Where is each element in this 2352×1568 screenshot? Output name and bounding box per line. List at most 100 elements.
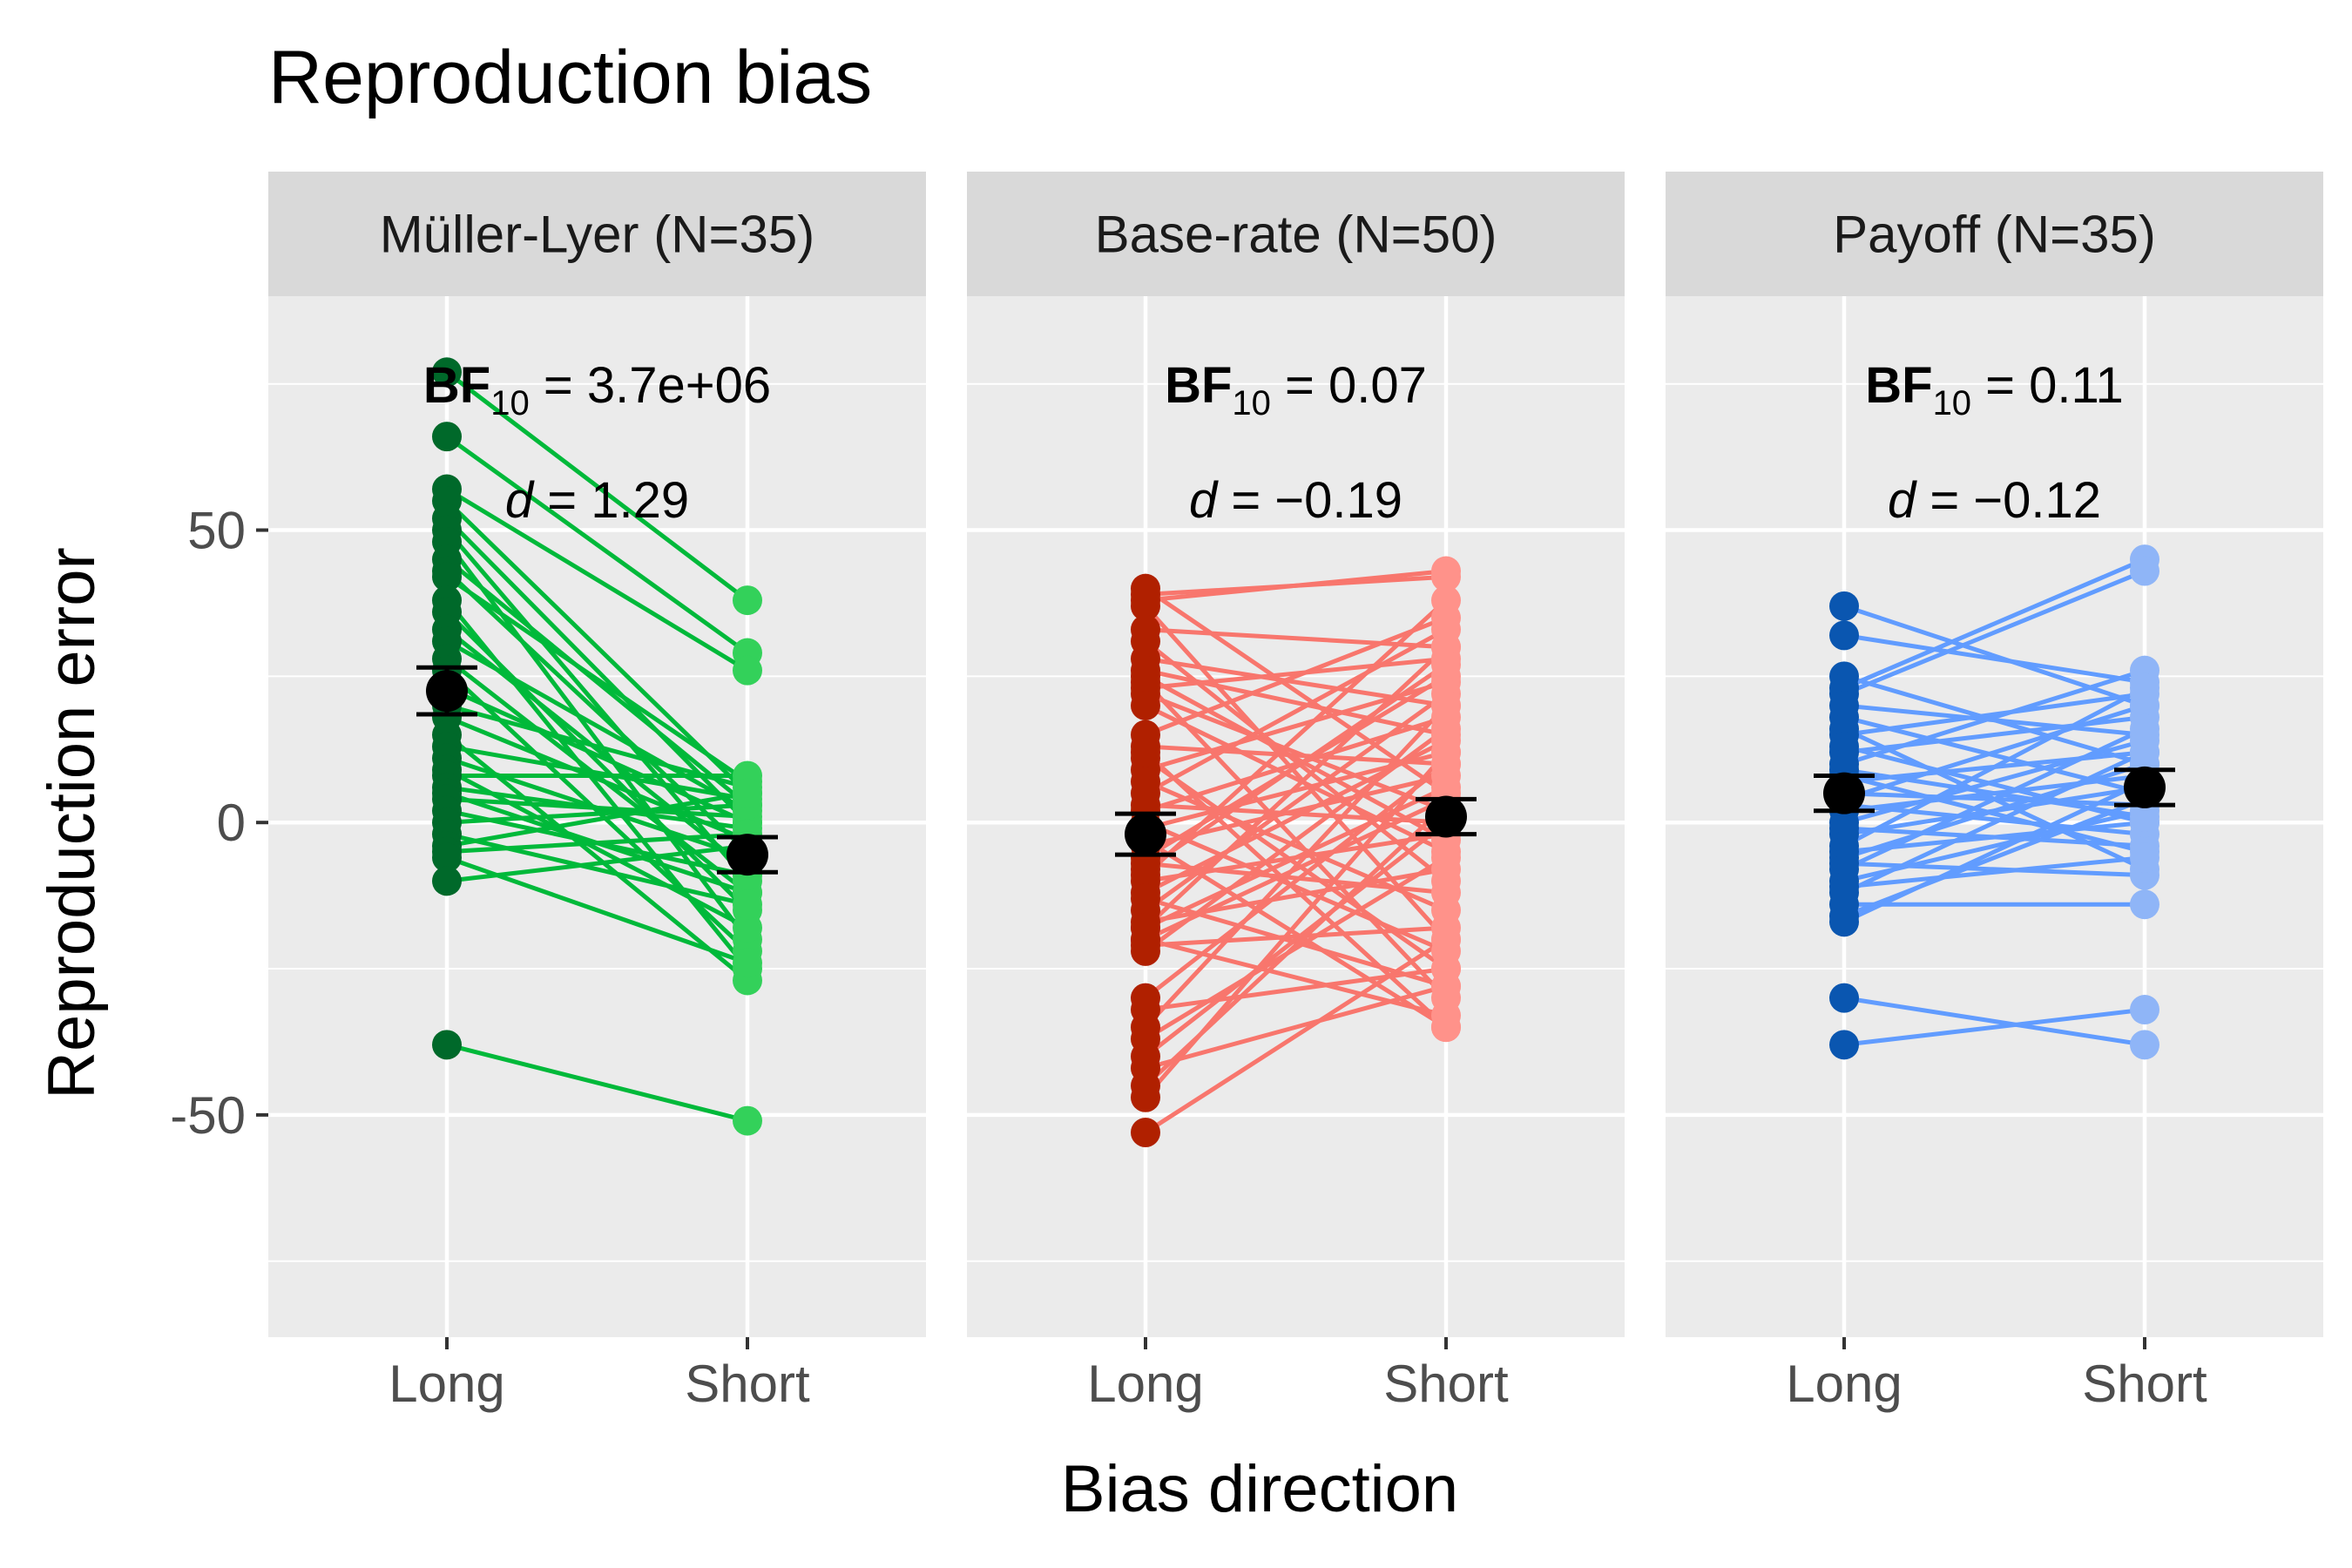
paired-line [445, 435, 749, 655]
short-point [2130, 737, 2159, 767]
long-mean-point [426, 670, 468, 713]
strip-background [1666, 172, 2323, 296]
short-point [1431, 562, 1461, 592]
long-point [1131, 579, 1160, 610]
paired-line [445, 610, 749, 912]
paired-line [446, 802, 748, 825]
effect-size-annotation: d = −0.12 [1888, 472, 2101, 529]
paired-line [445, 569, 749, 854]
short-point [1431, 713, 1461, 744]
paired-line [446, 832, 748, 855]
effect-size-label: d [1189, 472, 1219, 529]
long-point [1131, 661, 1160, 692]
x-tick-label: Short [2082, 1355, 2207, 1413]
long-point [1131, 1082, 1160, 1112]
paired-line [1145, 966, 1447, 1012]
long-point [432, 842, 462, 873]
effect-size-label: d [1888, 472, 1917, 529]
paired-line [1144, 751, 1448, 1099]
strip-label: Müller-Lyer (N=35) [380, 206, 815, 264]
paired-line [1145, 925, 1447, 948]
short-point [2130, 801, 2159, 832]
effect-size-value: = 1.29 [533, 472, 689, 529]
paired-line [1144, 727, 1448, 953]
chart-title: Reproduction bias [268, 36, 872, 119]
long-point [1131, 690, 1160, 720]
panels: Müller-Lyer (N=35)BF10 = 3.7e+06d = 1.29… [268, 172, 2323, 1413]
long-point [432, 1030, 462, 1060]
paired-line [446, 843, 748, 883]
long-point [432, 866, 462, 896]
strip-background [967, 172, 1625, 296]
paired-line [1843, 668, 2146, 767]
long-point [1829, 907, 1859, 937]
paired-line [1843, 761, 2146, 860]
paired-line [1843, 774, 2146, 855]
paired-line [1843, 604, 2146, 708]
y-axis-title: Reproduction error [35, 547, 109, 1099]
bf-annotation: BF10 = 0.07 [1165, 357, 1427, 422]
short-point [733, 1105, 762, 1136]
paired-line [446, 796, 748, 819]
x-tick-label: Short [1383, 1355, 1509, 1413]
panel-1: Base-rate (N=50) BF10 = 0.07 d = −0.19 Long… [967, 172, 1625, 1413]
long-point [1829, 1030, 1859, 1060]
effect-size-value: = −0.12 [1916, 472, 2101, 529]
paired-line [1144, 704, 1448, 1029]
paired-line [1144, 645, 1448, 929]
paired-line [445, 487, 749, 672]
x-axis-title: Bias direction [1061, 1452, 1458, 1526]
long-point [432, 562, 462, 592]
bf-subscript: 10 [1232, 384, 1271, 422]
long-point [1829, 620, 1859, 651]
strip-background [268, 172, 926, 296]
paired-line [446, 791, 748, 848]
bf-label: BF [423, 357, 490, 414]
panel-2: Payoff (N=35) BF10 = 0.11 d = −0.12 Long Sho… [1666, 172, 2323, 1413]
strip-label: Base-rate (N=50) [1095, 206, 1497, 264]
paired-line [1843, 557, 2146, 691]
paired-line [1843, 996, 2146, 1047]
x-tick-label: Short [685, 1355, 810, 1413]
paired-line [1144, 598, 1448, 877]
short-point [2130, 889, 2159, 920]
strip-label: Payoff (N=35) [1833, 206, 2156, 264]
paired-line [1145, 574, 1447, 597]
bf-value: = 0.07 [1271, 357, 1427, 414]
paired-line [1843, 703, 2146, 737]
y-tick-label: 50 [187, 502, 246, 560]
bf-value: = 3.7e+06 [530, 357, 771, 414]
effect-size-label: d [505, 472, 535, 529]
paired-line [1145, 983, 1447, 1071]
panel-background [268, 296, 926, 1337]
long-point [432, 357, 462, 388]
effect-size-annotation: d = −0.19 [1189, 472, 1402, 529]
panel-background [1666, 296, 2323, 1337]
paired-line [445, 558, 749, 808]
short-point [1431, 877, 1461, 908]
panel-0: Müller-Lyer (N=35) BF10 = 3.7e+06 d = 1.29… [268, 172, 926, 1413]
short-point [733, 889, 762, 920]
bf-annotation: BF10 = 0.11 [1865, 357, 2124, 422]
paired-line [445, 639, 749, 813]
paired-line [1842, 686, 2146, 848]
paired-line [445, 540, 749, 941]
paired-line [1842, 750, 2146, 896]
short-point [1431, 585, 1461, 616]
paired-line [1843, 1007, 2146, 1047]
paired-line [1144, 821, 1448, 1058]
paired-line [445, 575, 749, 784]
paired-line [1843, 632, 2146, 685]
paired-line [1144, 605, 1448, 942]
long-point [1829, 983, 1859, 1013]
bf-annotation: BF10 = 3.7e+06 [423, 357, 771, 422]
short-point [733, 913, 762, 943]
paired-line [445, 499, 749, 795]
short-point [733, 948, 762, 978]
effect-size-value: = −0.19 [1217, 472, 1402, 529]
x-tick-label: Long [389, 1355, 504, 1413]
paired-line [1145, 802, 1447, 825]
short-point [733, 585, 762, 616]
paired-line [1843, 861, 2146, 878]
